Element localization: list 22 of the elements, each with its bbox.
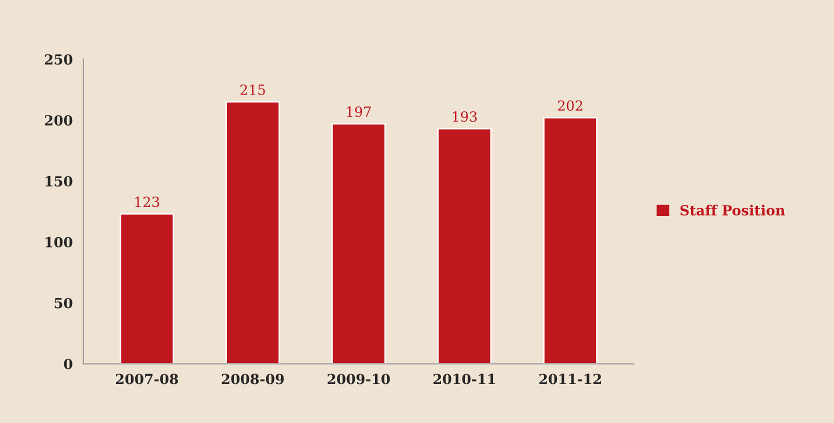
x-tick-label: 2007-08 — [116, 374, 178, 384]
x-tick-label: 2010-11 — [434, 374, 495, 384]
legend-label: Staff Position — [680, 204, 785, 216]
bar — [120, 213, 174, 364]
y-tick-label: 0 — [64, 358, 72, 370]
bar — [543, 117, 598, 364]
data-label: 202 — [558, 100, 582, 111]
x-tick-label: 2011-12 — [539, 374, 601, 384]
y-tick-label: 50 — [54, 298, 72, 308]
y-tick-label: 200 — [44, 115, 72, 126]
y-tick-label: 250 — [44, 54, 72, 65]
y-tick-label: 100 — [46, 236, 72, 248]
data-label: 215 — [240, 84, 265, 95]
data-label: 197 — [347, 106, 371, 117]
bar — [331, 123, 386, 364]
bar — [437, 128, 492, 364]
x-tick-label: 2009-10 — [328, 374, 390, 384]
data-label: 123 — [135, 196, 160, 208]
y-tick-label: 150 — [46, 176, 72, 187]
bar — [226, 101, 280, 364]
data-label: 193 — [452, 111, 477, 122]
x-tick-label: 2008-09 — [222, 374, 284, 384]
